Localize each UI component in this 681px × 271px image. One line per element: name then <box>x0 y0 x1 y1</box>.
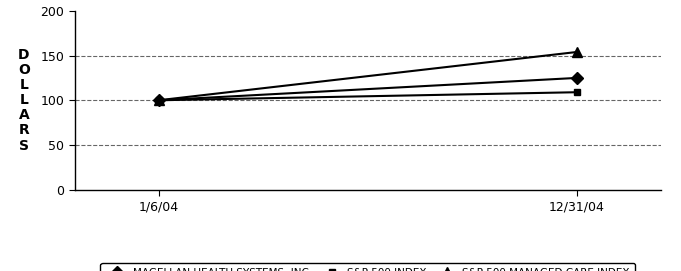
Legend: MAGELLAN HEALTH SYSTEMS, INC., S&P 500 INDEX, S&P 500 MANAGED CARE INDEX: MAGELLAN HEALTH SYSTEMS, INC., S&P 500 I… <box>101 263 635 271</box>
Y-axis label: D
O
L
L
A
R
S: D O L L A R S <box>18 48 30 153</box>
